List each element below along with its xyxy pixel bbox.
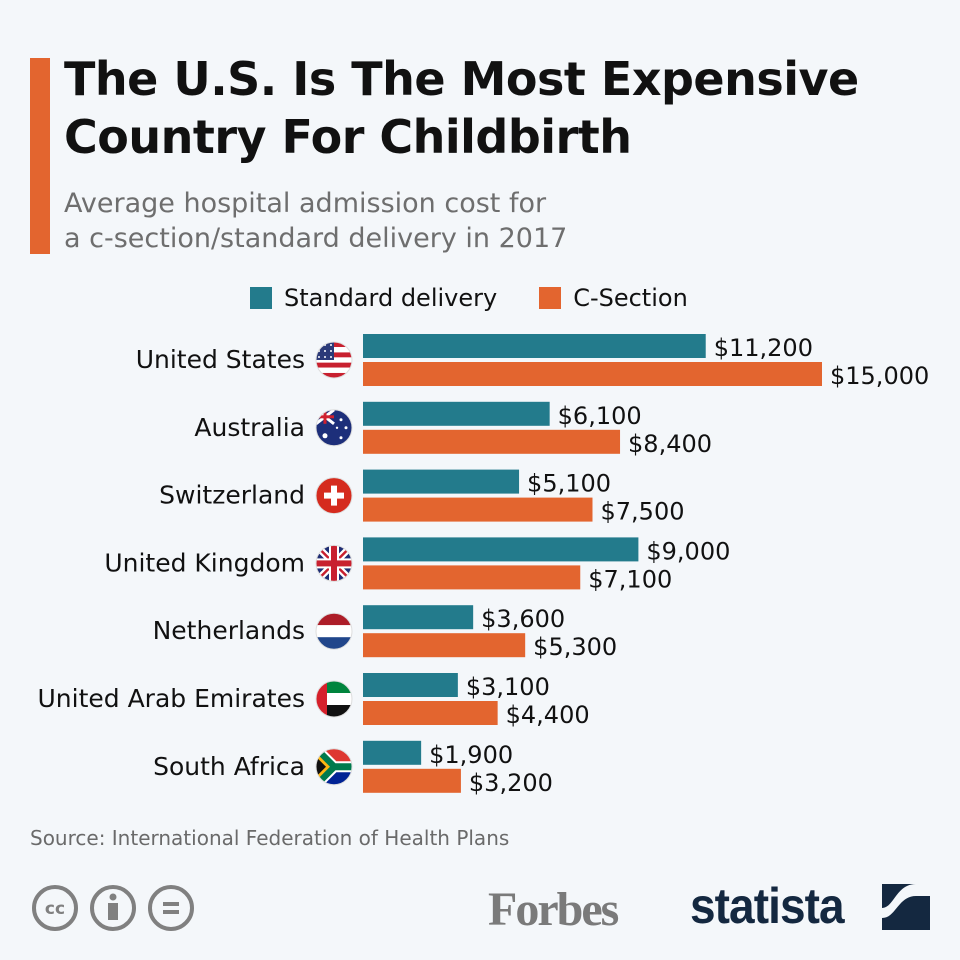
switzerland-flag-icon bbox=[315, 477, 353, 515]
category-label: South Africa bbox=[153, 752, 305, 781]
attribution-icon bbox=[90, 885, 136, 931]
statista-logo: statista bbox=[690, 878, 845, 934]
value-label: $6,100 bbox=[558, 402, 642, 430]
value-label: $5,300 bbox=[533, 633, 617, 661]
legend-label-csection: C-Section bbox=[573, 284, 688, 312]
category-label: United Kingdom bbox=[104, 548, 305, 577]
value-label: $5,100 bbox=[527, 470, 611, 498]
standard-bar bbox=[363, 537, 639, 562]
forbes-logo: Forbes bbox=[488, 883, 619, 936]
value-label: $3,200 bbox=[469, 769, 553, 797]
source-note: Source: International Federation of Heal… bbox=[30, 826, 510, 850]
standard-bar bbox=[363, 673, 458, 697]
svg-text:cc: cc bbox=[45, 899, 65, 919]
chart-subtitle: Average hospital admission cost for a c-… bbox=[64, 186, 567, 256]
value-label: $7,500 bbox=[601, 498, 685, 526]
standard-bar bbox=[363, 401, 550, 426]
value-label: $11,200 bbox=[714, 334, 813, 362]
csection-bar bbox=[363, 497, 593, 522]
value-label: $3,600 bbox=[481, 605, 565, 633]
csection-bar bbox=[363, 701, 498, 725]
legend-swatch-csection bbox=[539, 287, 562, 309]
csection-bar bbox=[363, 565, 581, 590]
csection-bar bbox=[363, 429, 621, 454]
value-label: $15,000 bbox=[830, 362, 929, 390]
value-label: $1,900 bbox=[429, 741, 513, 769]
legend: Standard delivery C-Section bbox=[250, 284, 688, 312]
no-derivatives-icon bbox=[148, 885, 194, 931]
category-label: Australia bbox=[194, 413, 305, 442]
value-label: $4,400 bbox=[506, 701, 590, 729]
value-label: $9,000 bbox=[646, 537, 730, 565]
csection-bar bbox=[363, 362, 822, 386]
standard-bar bbox=[363, 469, 520, 494]
legend-label-standard: Standard delivery bbox=[284, 284, 498, 312]
value-label: $7,100 bbox=[588, 565, 672, 593]
category-label: United States bbox=[136, 345, 305, 374]
csection-bar bbox=[363, 768, 461, 793]
uk-flag-icon bbox=[315, 544, 353, 582]
subtitle-line-1: Average hospital admission cost for bbox=[64, 188, 547, 219]
south-africa-flag-icon bbox=[315, 748, 353, 786]
legend-swatch-standard bbox=[250, 287, 272, 309]
category-label: Switzerland bbox=[159, 481, 305, 510]
statista-mark-icon bbox=[882, 884, 930, 930]
uae-flag-icon bbox=[315, 680, 353, 718]
standard-bar bbox=[363, 334, 706, 358]
category-label: Netherlands bbox=[153, 616, 305, 645]
chart-title: The U.S. Is The Most Expensive Country F… bbox=[64, 52, 859, 164]
standard-bar bbox=[363, 605, 474, 630]
subtitle-line-2: a c-section/standard delivery in 2017 bbox=[64, 223, 568, 254]
legend-item-standard: Standard delivery bbox=[250, 284, 497, 312]
csection-bar bbox=[363, 633, 526, 658]
category-label: United Arab Emirates bbox=[37, 684, 305, 713]
value-label: $3,100 bbox=[466, 673, 550, 701]
title-accent-bar bbox=[30, 58, 50, 254]
legend-item-csection: C-Section bbox=[539, 284, 688, 312]
license-icons: cc bbox=[30, 883, 196, 933]
netherlands-flag-icon bbox=[315, 612, 353, 650]
australia-flag-icon bbox=[315, 409, 353, 447]
value-label: $8,400 bbox=[628, 430, 712, 458]
creative-commons-icon: cc bbox=[32, 885, 78, 931]
us-flag-icon bbox=[315, 341, 353, 379]
standard-bar bbox=[363, 740, 422, 765]
